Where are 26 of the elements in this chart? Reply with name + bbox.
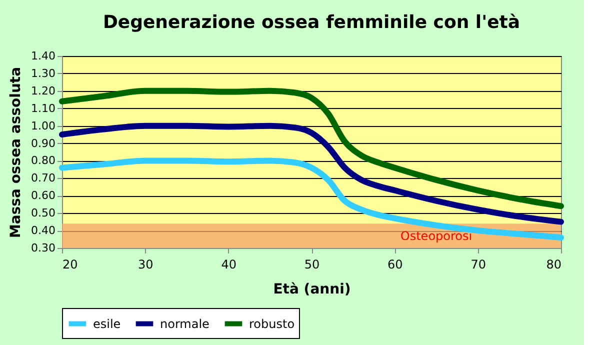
legend-label: esile <box>93 316 121 331</box>
x-tick-label: 50 <box>304 258 320 272</box>
legend-label: robusto <box>249 316 295 331</box>
y-tick-label: 0.70 <box>31 172 56 185</box>
chart-title: Degenerazione ossea femminile con l'età <box>102 12 520 33</box>
x-tick-label: 40 <box>221 258 236 272</box>
y-tick-label: 0.60 <box>31 189 56 202</box>
y-tick-label: 1.40 <box>31 50 56 62</box>
y-tick-label: 0.30 <box>31 242 56 254</box>
legend-label: normale <box>160 316 210 331</box>
y-tick-label: 1.10 <box>31 102 56 115</box>
y-tick-label: 0.80 <box>31 154 56 168</box>
y-tick-label: 1.00 <box>31 119 56 132</box>
y-tick-label: 1.20 <box>31 84 56 98</box>
x-tick-label: 70 <box>470 258 486 272</box>
y-tick-label: 1.30 <box>31 66 56 80</box>
y-tick-label: 0.40 <box>31 224 56 238</box>
band-label: Osteoporosi <box>400 228 472 243</box>
x-axis-title: Età (anni) <box>273 282 351 298</box>
x-tick-label: 30 <box>138 258 154 272</box>
x-tick-label: 20 <box>62 258 78 272</box>
x-tick-label: 60 <box>388 258 403 272</box>
y-tick-label: 0.50 <box>31 206 56 220</box>
x-tick-label: 80 <box>546 258 562 272</box>
y-tick-label: 0.90 <box>31 136 56 150</box>
y-axis-title: Massa ossea assoluta <box>8 66 24 238</box>
